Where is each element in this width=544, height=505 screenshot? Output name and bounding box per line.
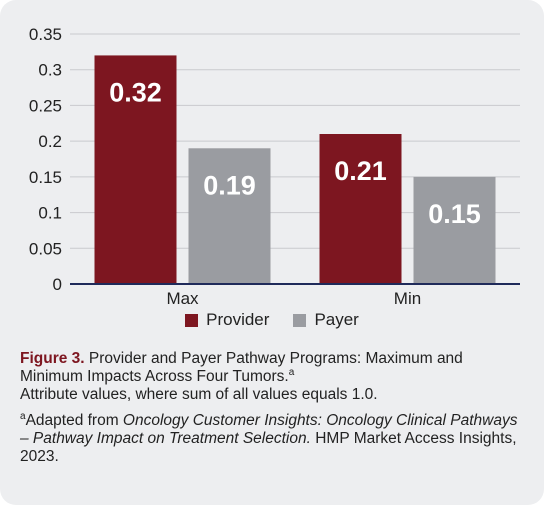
data-label-provider-max: 0.32 <box>109 77 162 107</box>
x-tick-label-min: Min <box>394 289 421 308</box>
bar-chart: 0 0.05 0.1 0.15 0.2 0.25 0.3 0.35 0.32 0.19 Max 0.2… <box>29 25 520 308</box>
y-tick-label-5: 0.25 <box>29 96 62 115</box>
y-tick-label-4: 0.2 <box>38 132 62 151</box>
caption-note-prefix: Adapted from <box>25 412 123 429</box>
figure-caption: Figure 3. Provider and Payer Pathway Pro… <box>20 350 525 466</box>
bar-provider-min <box>319 134 402 284</box>
chart-legend: Provider Payer <box>0 310 544 330</box>
legend-swatch-payer <box>293 313 307 327</box>
y-tick-label-7: 0.35 <box>29 25 62 44</box>
data-label-provider-min: 0.21 <box>334 156 387 186</box>
y-tick-label-2: 0.1 <box>38 204 62 223</box>
y-tick-label-6: 0.3 <box>38 61 62 80</box>
bar-payer-max <box>188 148 271 284</box>
legend-label-provider: Provider <box>206 310 270 329</box>
caption-note: aAdapted from Oncology Customer Insights… <box>20 410 525 466</box>
bar-payer-min <box>413 176 496 284</box>
x-tick-label-max: Max <box>166 289 199 308</box>
legend-item-payer: Payer <box>293 310 359 330</box>
caption-subtitle: Attribute values, where sum of all value… <box>20 386 378 403</box>
caption-note-suffix: HMP Market Access Insights, 2023. <box>20 430 517 465</box>
data-label-payer-max: 0.19 <box>203 170 256 200</box>
y-tick-label-3: 0.15 <box>29 168 62 187</box>
caption-note-footnote-mark: a <box>20 410 26 422</box>
data-label-payer-min: 0.15 <box>428 199 481 229</box>
legend-label-payer: Payer <box>314 310 359 329</box>
caption-title-footnote-mark: a <box>288 366 295 378</box>
legend-item-provider: Provider <box>185 310 269 330</box>
legend-swatch-provider <box>185 313 199 327</box>
y-tick-label-1: 0.05 <box>29 239 62 258</box>
caption-note-source: Oncology Customer Insights: Oncology Cli… <box>20 412 518 447</box>
y-tick-label-0: 0 <box>53 275 62 294</box>
figure-label: Figure 3. <box>20 350 85 367</box>
bar-provider-max <box>94 55 177 284</box>
caption-title-text: Provider and Payer Pathway Programs: Max… <box>20 350 463 385</box>
caption-title: Figure 3. Provider and Payer Pathway Pro… <box>20 350 525 386</box>
